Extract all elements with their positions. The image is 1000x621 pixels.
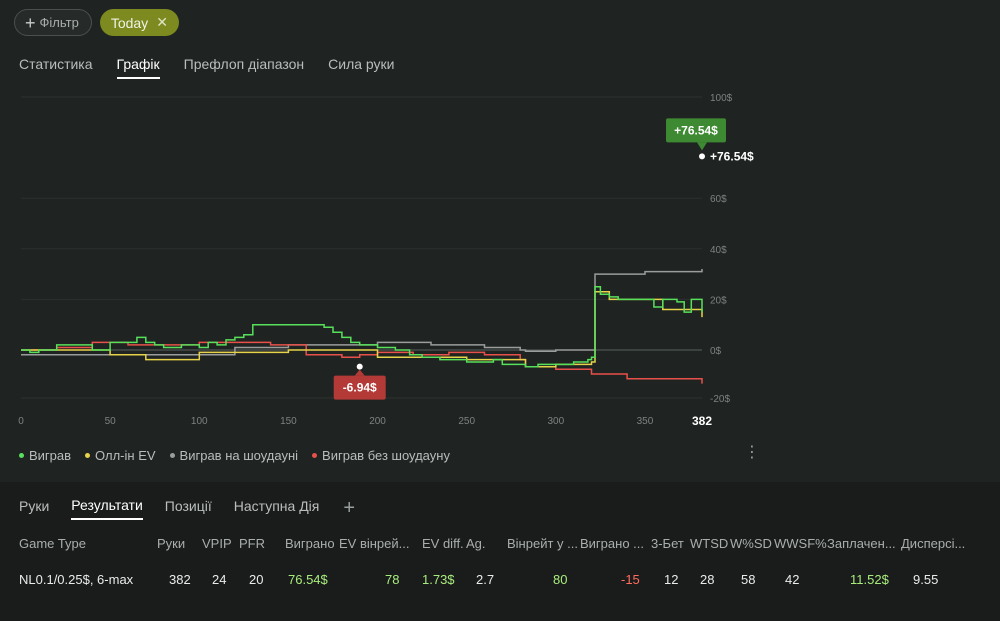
min-point-marker [356,363,363,370]
col-hands[interactable]: Руки [157,536,186,551]
col-ev-winrate[interactable]: EV вінрей... [339,536,410,551]
x-last-label: 382 [692,414,712,428]
cell-ev-diff: 1.73$ [422,572,455,587]
add-filter-label: Фільтр [39,15,79,30]
y-tick-label: -20$ [710,394,730,405]
y-tick-label: 60$ [710,194,727,205]
chart-svg: 100$ 60$ 40$ 20$ 0$ -20$ 0 50 100 150 200 250 300 350… [18,93,754,428]
max-label-text: +76.54$ [674,123,718,137]
filter-bar: + Фільтр Today ✕ [14,9,179,36]
winnings-chart: 100$ 60$ 40$ 20$ 0$ -20$ 0 50 100 150 200 250 300 350… [0,80,760,480]
cell-winrate: 80 [553,572,568,587]
close-icon[interactable]: ✕ [156,14,168,30]
results-table-header: Game Type Руки VPIP PFR Виграно EV вінре… [0,536,1000,560]
x-tick-label: 150 [280,416,297,427]
cell-aggression: 2.7 [476,572,495,587]
y-tick-label: 40$ [710,245,727,256]
col-pfr[interactable]: PFR [239,536,265,551]
plus-icon: + [25,12,36,33]
tab-statistics[interactable]: Статистика [19,56,93,72]
x-tick-label: 300 [547,416,564,427]
y-tick-label: 100$ [710,93,733,104]
x-tick-label: 200 [369,416,386,427]
col-winrate[interactable]: Вінрейт у ... [507,536,578,551]
col-dispersion[interactable]: Дисперсі... [901,536,966,551]
col-won[interactable]: Виграно [285,536,335,551]
cell-hands: 382 [169,572,191,587]
legend-dot [85,453,91,458]
today-filter-chip[interactable]: Today ✕ [99,9,179,36]
add-tab-icon[interactable]: + [343,497,356,519]
tab-preflop-range[interactable]: Префлоп діапазон [183,56,305,72]
legend-label: Виграв на шоудауні [179,448,299,463]
max-label-box [666,118,726,143]
bottom-panel: Руки Результати Позиції Наступна Дія + G… [0,482,1000,621]
cell-wtsd: 28 [700,572,715,587]
legend-item-showdown[interactable]: Виграв на шоудауні [169,448,299,463]
top-tabs: Статистика Графік Префлоп діапазон Сила … [19,56,395,79]
legend-label: Виграв без шоудауну [322,448,450,463]
legend-dot [169,453,175,458]
tab-hands[interactable]: Руки [19,498,50,514]
tab-hand-strength[interactable]: Сила руки [328,56,395,72]
tab-graph[interactable]: Графік [116,56,160,79]
cell-won-other: -15 [621,572,640,587]
cell-paid: 11.52$ [850,572,889,587]
series-line-2 [21,269,703,356]
col-game-type[interactable]: Game Type [19,536,86,551]
x-tick-label: 50 [105,416,117,427]
y-tick-label: 0$ [710,346,722,357]
col-vpip[interactable]: VPIP [202,536,232,551]
tab-positions[interactable]: Позиції [164,498,212,514]
cell-wsd: 58 [741,572,756,587]
tab-next-action[interactable]: Наступна Дія [233,498,320,514]
col-ev-diff[interactable]: EV diff. [422,536,464,551]
cell-dispersion: 9.55 [913,572,939,587]
col-3bet[interactable]: 3-Бет [651,536,684,551]
series-line-0 [21,286,703,368]
cell-ev-winrate: 78 [385,572,400,587]
legend-dot [312,453,318,458]
legend-item-non-showdown[interactable]: Виграв без шоудауну [312,448,450,463]
col-aggression[interactable]: Ag. [466,536,486,551]
max-point-marker [699,153,705,160]
min-label-pointer [354,369,365,376]
cell-3bet: 12 [664,572,679,587]
col-paid[interactable]: Заплачен... [827,536,896,551]
max-label-pointer [697,142,707,151]
cell-game-type: NL0.1/0.25$, 6-max [19,572,134,587]
cell-vpip: 24 [212,572,227,587]
legend-item-won[interactable]: Виграв [19,448,71,463]
x-tick-label: 250 [458,416,475,427]
legend-label: Олл-ін EV [95,448,156,463]
x-tick-label: 350 [637,416,654,427]
legend-item-allin-ev[interactable]: Олл-ін EV [85,448,156,463]
table-row[interactable]: NL0.1/0.25$, 6-max 382 24 20 76.54$ 78 1… [0,572,1000,596]
cell-pfr: 20 [249,572,264,587]
bottom-tabs: Руки Результати Позиції Наступна Дія + [19,497,355,520]
end-value-label: +76.54$ [710,149,754,163]
y-tick-label: 20$ [710,295,727,306]
col-won-other[interactable]: Виграно ... [580,536,644,551]
more-options-icon[interactable]: ⋮ [744,444,760,461]
chart-legend: Виграв Олл-ін EV Виграв на шоудауні Вигр… [19,448,450,463]
today-filter-label: Today [110,14,149,31]
add-filter-button[interactable]: + Фільтр [14,9,92,36]
col-wwsf[interactable]: WWSF% [774,536,827,551]
col-wsd[interactable]: W%SD [730,536,772,551]
cell-wwsf: 42 [785,572,800,587]
col-wtsd[interactable]: WTSD [690,536,729,551]
min-label-text: -6.94$ [343,381,377,395]
tab-results[interactable]: Результати [71,497,143,520]
x-tick-label: 0 [18,416,24,427]
min-label-box [333,375,386,400]
legend-label: Виграв [29,448,72,463]
x-tick-label: 100 [191,416,208,427]
cell-won: 76.54$ [288,572,328,587]
legend-dot [19,453,24,458]
